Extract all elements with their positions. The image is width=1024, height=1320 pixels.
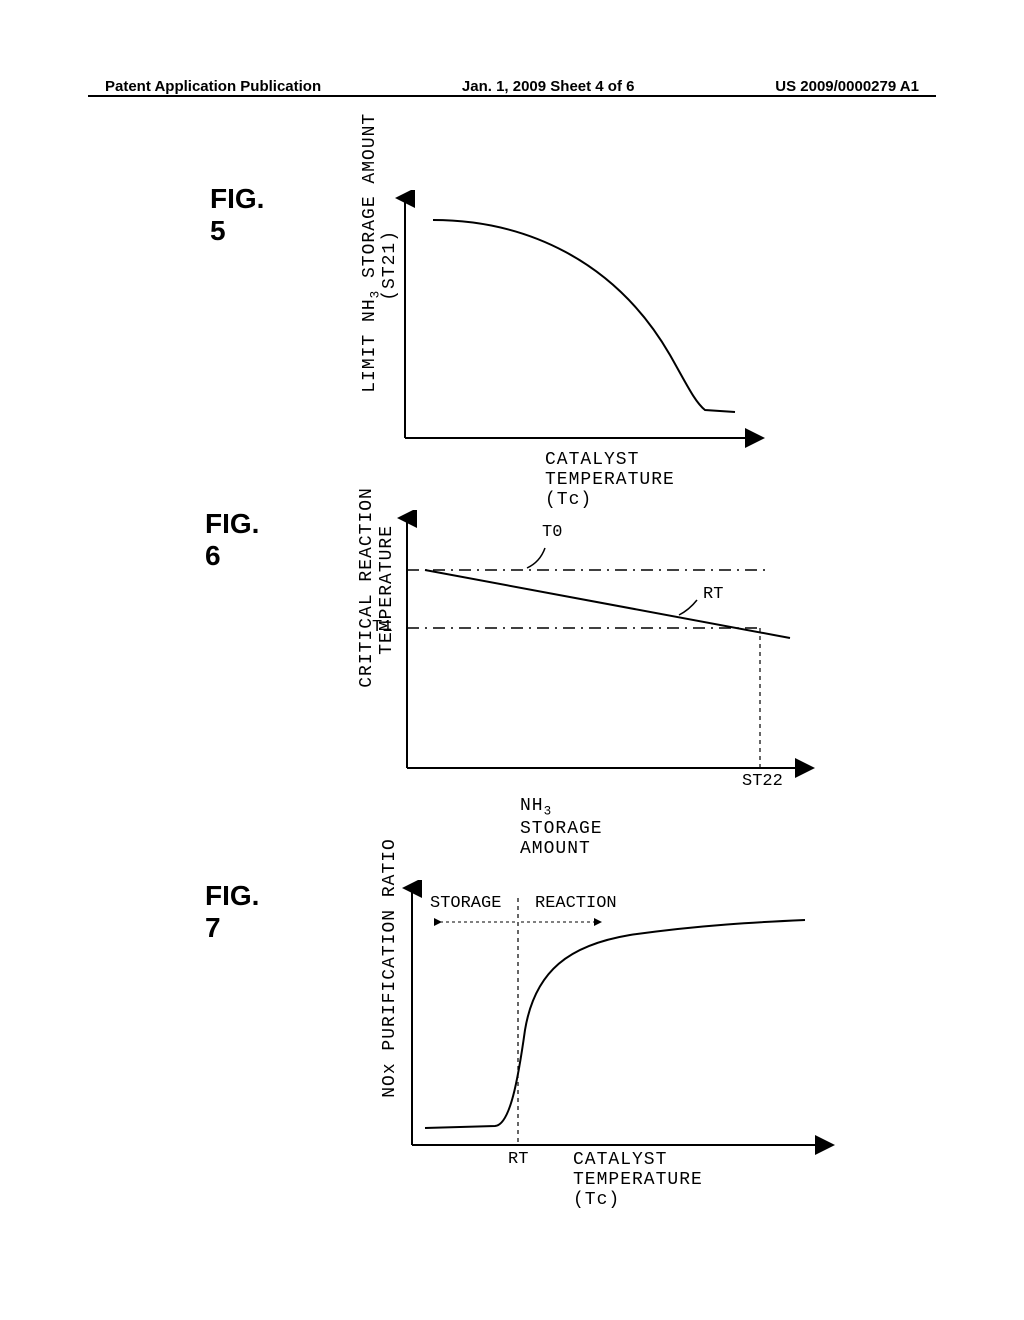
header-left: Patent Application Publication [105, 78, 321, 95]
fig6-label: FIG. 6 [205, 508, 259, 572]
fig5-label: FIG. 5 [210, 183, 264, 247]
fig5-xlabel: CATALYST TEMPERATURE (Tc) [545, 450, 675, 510]
fig6-ann-st22: ST22 [742, 772, 783, 791]
fig7-ann-reaction: REACTION [535, 894, 617, 913]
fig5-chart [395, 190, 767, 450]
fig6-ann-t0: T0 [542, 523, 562, 542]
fig7-ylabel-text: NOx PURIFICATION RATIO [380, 838, 400, 1098]
fig6-ann-t1: T1 [372, 618, 392, 637]
fig6-xlabel: NH3 STORAGE AMOUNT [520, 796, 603, 859]
fig7-ann-rt: RT [508, 1150, 528, 1169]
fig6-chart [395, 510, 825, 780]
header-center: Jan. 1, 2009 Sheet 4 of 6 [462, 78, 635, 95]
fig7-xlabel: CATALYST TEMPERATURE (Tc) [573, 1150, 703, 1210]
fig7-chart [400, 880, 840, 1160]
fig7-ann-storage: STORAGE [430, 894, 501, 913]
fig6-ann-rt: RT [703, 585, 723, 604]
header-rule [88, 95, 936, 97]
page-header: Patent Application Publication Jan. 1, 2… [0, 78, 1024, 95]
fig7-label: FIG. 7 [205, 880, 259, 944]
header-right: US 2009/0000279 A1 [775, 78, 919, 95]
